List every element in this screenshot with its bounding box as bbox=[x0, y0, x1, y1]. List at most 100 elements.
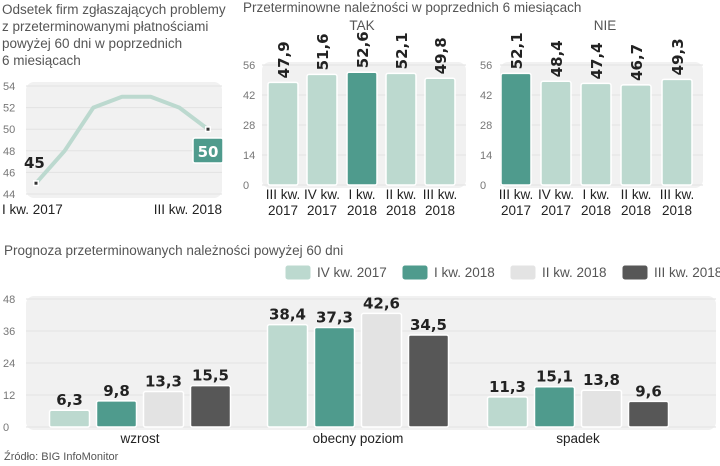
bar bbox=[360, 312, 403, 428]
chart-title-line: powyżej 60 dni w poprzednich bbox=[2, 36, 182, 51]
x-tick-label: 2018 bbox=[425, 203, 455, 218]
y-tick-label: 0 bbox=[3, 422, 9, 434]
data-label: 48,4 bbox=[548, 40, 566, 77]
legend-label: I kw. 2018 bbox=[434, 265, 495, 280]
y-tick-label: 36 bbox=[3, 326, 15, 338]
y-tick-label: 48 bbox=[3, 146, 15, 158]
x-tick-label: III kw. bbox=[660, 187, 695, 202]
data-label: 6,3 bbox=[56, 391, 83, 409]
x-tick-label: I kw. bbox=[348, 187, 375, 202]
data-label-last: 50 bbox=[198, 143, 219, 161]
bar bbox=[580, 82, 612, 186]
data-label: 13,8 bbox=[583, 371, 620, 389]
legend-swatch bbox=[621, 264, 649, 281]
data-label: 34,5 bbox=[410, 316, 447, 334]
data-label: 13,3 bbox=[145, 373, 182, 391]
data-label: 47,4 bbox=[588, 42, 606, 79]
y-tick-label: 42 bbox=[243, 90, 255, 102]
y-tick-label: 52 bbox=[3, 103, 15, 115]
legend-label: II kw. 2018 bbox=[542, 265, 607, 280]
bar bbox=[620, 84, 652, 186]
x-tick-label: 2018 bbox=[581, 203, 611, 218]
x-tick-label: 2017 bbox=[501, 203, 531, 218]
legend-swatch bbox=[284, 264, 312, 281]
bar bbox=[486, 396, 529, 428]
data-point bbox=[34, 181, 38, 185]
y-tick-label: 46 bbox=[3, 167, 15, 179]
data-label: 9,6 bbox=[635, 382, 662, 400]
x-tick-label: obecny poziom bbox=[313, 431, 404, 446]
plot-panel bbox=[26, 82, 222, 198]
line-series bbox=[34, 94, 210, 185]
data-label: 11,3 bbox=[489, 378, 526, 396]
legend-label: IV kw. 2017 bbox=[317, 265, 387, 280]
x-tick-label: spadek bbox=[556, 431, 600, 446]
chart-title-line: z przeterminowanymi płatnościami bbox=[2, 19, 208, 34]
chart-subtitle: TAK bbox=[349, 18, 374, 33]
x-tick-label: III kw. bbox=[423, 187, 458, 202]
chart-title: Prognoza przeterminowanych należności po… bbox=[4, 243, 343, 258]
y-tick-label: 50 bbox=[3, 124, 15, 136]
data-label: 52,1 bbox=[393, 32, 411, 69]
y-tick-label: 0 bbox=[480, 180, 486, 192]
y-tick-label: 14 bbox=[480, 150, 492, 162]
y-tick-label: 0 bbox=[243, 180, 249, 192]
source-note: Źródło: BIG InfoMonitor bbox=[4, 451, 119, 463]
data-label: 49,3 bbox=[669, 38, 687, 75]
bar bbox=[580, 389, 623, 428]
bar bbox=[48, 409, 91, 428]
x-tick-label: 2017 bbox=[307, 203, 337, 218]
bar bbox=[142, 390, 185, 428]
legend-label: III kw. 2018 bbox=[654, 265, 720, 280]
x-tick-label: 2017 bbox=[541, 203, 571, 218]
data-label: 47,9 bbox=[275, 41, 293, 78]
bar bbox=[500, 72, 532, 186]
x-tick-label: II kw. bbox=[386, 187, 417, 202]
bar bbox=[533, 385, 576, 428]
x-tick-label: I kw. bbox=[582, 187, 609, 202]
bar bbox=[661, 78, 693, 186]
bar bbox=[407, 334, 450, 428]
bar bbox=[267, 81, 299, 186]
data-label: 15,5 bbox=[192, 367, 229, 385]
bar bbox=[306, 73, 338, 186]
data-label: 52,6 bbox=[354, 31, 372, 68]
x-tick-label: 2018 bbox=[347, 203, 377, 218]
data-label: 15,1 bbox=[536, 368, 573, 386]
data-label-last-badge bbox=[192, 137, 224, 164]
data-label: 9,8 bbox=[103, 382, 130, 400]
data-label: 51,6 bbox=[314, 33, 332, 70]
y-tick-label: 28 bbox=[480, 120, 492, 132]
data-label: 37,3 bbox=[316, 309, 353, 327]
bar bbox=[385, 72, 417, 186]
y-tick-label: 42 bbox=[480, 90, 492, 102]
bar bbox=[189, 384, 232, 428]
y-tick-label: 54 bbox=[3, 81, 15, 93]
bar bbox=[540, 80, 572, 186]
x-tick-label: IV kw. bbox=[304, 187, 340, 202]
x-tick-label: II kw. bbox=[621, 187, 652, 202]
chart-title: Przeterminowne należności w poprzednich … bbox=[243, 0, 581, 15]
bar bbox=[266, 323, 309, 428]
y-tick-label: 14 bbox=[243, 150, 255, 162]
data-label: 49,8 bbox=[432, 37, 450, 74]
y-tick-label: 28 bbox=[243, 120, 255, 132]
data-label: 46,7 bbox=[628, 44, 646, 81]
data-label: 38,4 bbox=[269, 306, 306, 324]
x-tick-label: 2017 bbox=[268, 203, 298, 218]
bar bbox=[424, 77, 456, 186]
y-tick-label: 44 bbox=[3, 189, 15, 201]
chart-title-line: 6 miesiącach bbox=[2, 53, 81, 68]
x-tick-label: 2018 bbox=[386, 203, 416, 218]
x-tick-label: I kw. 2017 bbox=[2, 202, 63, 217]
y-tick-label: 56 bbox=[480, 60, 492, 72]
y-tick-label: 12 bbox=[3, 390, 15, 402]
legend-swatch bbox=[401, 264, 429, 281]
x-tick-label: 2018 bbox=[621, 203, 651, 218]
chart-title-line: Odsetek firm zgłaszających problemy bbox=[2, 2, 226, 17]
data-label-first: 45 bbox=[24, 154, 45, 172]
data-label: 42,6 bbox=[363, 294, 400, 312]
legend-swatch bbox=[509, 264, 537, 281]
bar bbox=[346, 71, 378, 186]
chart-subtitle: NIE bbox=[594, 18, 617, 33]
